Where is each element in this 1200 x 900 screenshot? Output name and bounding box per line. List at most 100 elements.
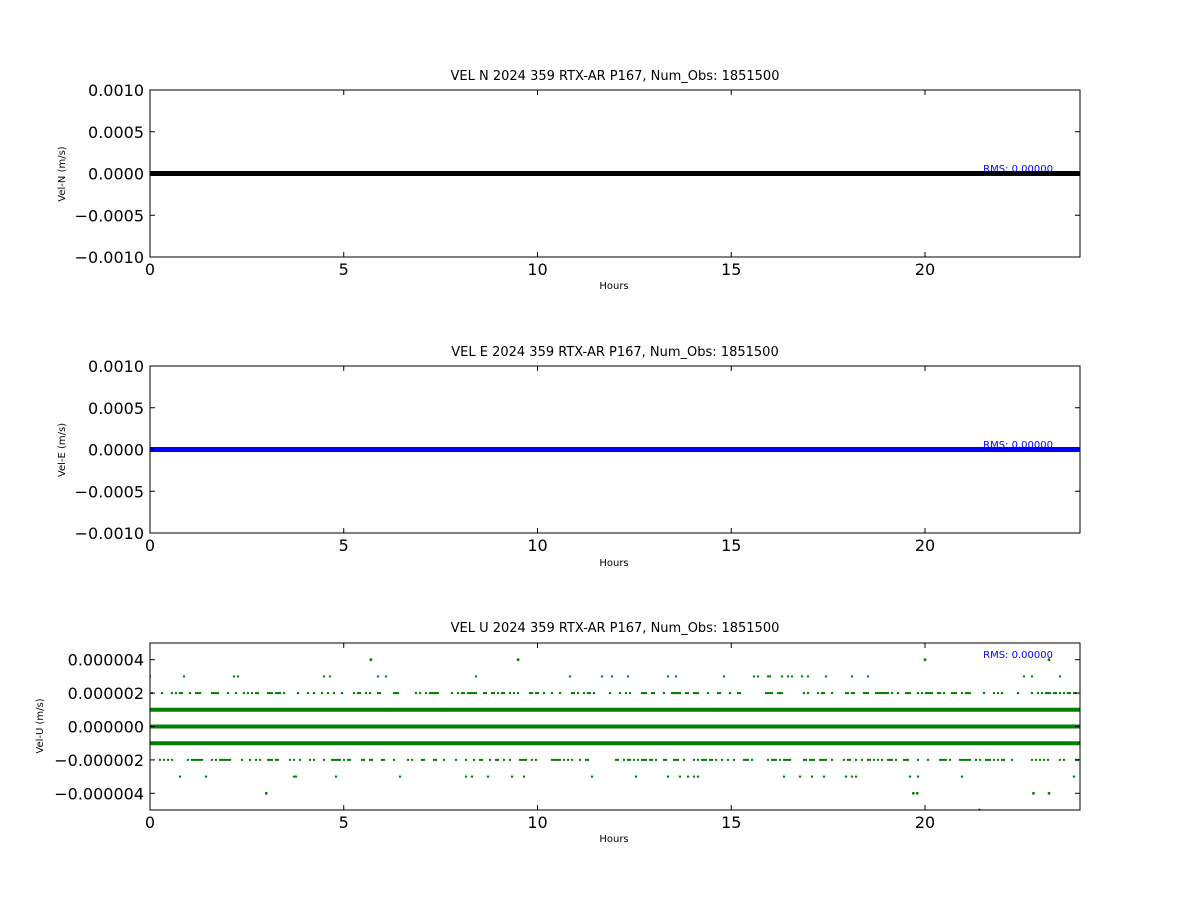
scatter-point xyxy=(214,758,218,762)
scatter-point xyxy=(520,758,524,762)
scatter-point xyxy=(1058,675,1062,678)
scatter-point xyxy=(824,675,828,678)
scatter-point xyxy=(786,758,790,762)
axis-ticks: 0 5 10 15 20 −0.0010 −0.0005 0.0000 0.0005 0.0010 xyxy=(75,81,1080,279)
scatter-point xyxy=(550,691,554,695)
scatter-point xyxy=(916,775,920,778)
scatter-point xyxy=(682,758,686,762)
scatter-point xyxy=(466,691,470,695)
scatter-point xyxy=(306,691,310,695)
panel-title: VEL U 2024 359 RTX-AR P167, Num_Obs: 185… xyxy=(451,621,780,636)
y-tick-label: 0.0010 xyxy=(88,81,144,100)
scatter-point xyxy=(162,758,166,762)
scatter-point xyxy=(890,758,894,762)
scatter-point xyxy=(382,758,386,762)
scatter-point xyxy=(824,758,828,762)
scatter-point xyxy=(666,675,670,678)
scatter-point xyxy=(166,758,170,762)
y-axis-label: Vel-U (m/s) xyxy=(35,698,46,753)
x-tick-label: 20 xyxy=(915,813,935,832)
scatter-point xyxy=(704,758,708,762)
scatter-point xyxy=(432,758,436,762)
scatter-point xyxy=(464,758,468,762)
scatter-point xyxy=(820,691,824,695)
scatter-point xyxy=(670,691,674,695)
scatter-point xyxy=(984,758,988,762)
scatter-point xyxy=(346,758,350,762)
axis-ticks: 0 5 10 15 20 −0.000004 −0.000002 0.000000 0.0000… xyxy=(54,643,1080,832)
scatter-band-points xyxy=(158,758,1080,762)
scatter-point xyxy=(464,775,468,778)
scatter-point xyxy=(622,758,626,762)
scatter-point xyxy=(518,758,522,762)
scatter-point xyxy=(662,758,666,762)
scatter-point xyxy=(516,658,520,662)
scatter-point xyxy=(780,691,784,695)
scatter-point xyxy=(966,758,970,762)
scatter-point xyxy=(866,675,870,678)
scatter-point xyxy=(782,775,786,778)
scatter-point xyxy=(572,691,576,695)
scatter-point xyxy=(816,691,820,695)
scatter-point xyxy=(710,758,714,762)
y-tick-label: 0.000002 xyxy=(68,684,144,703)
scatter-point xyxy=(210,758,214,762)
scatter-point xyxy=(644,691,648,695)
scatter-point xyxy=(292,758,296,762)
scatter-point xyxy=(864,691,868,695)
scatter-point xyxy=(1072,691,1076,695)
scatter-point xyxy=(558,758,562,762)
scatter-point xyxy=(830,758,834,762)
scatter-point xyxy=(766,691,770,695)
scatter-point xyxy=(936,691,940,695)
scatter-point xyxy=(880,691,884,695)
scatter-point xyxy=(338,758,342,762)
scatter-point xyxy=(462,691,466,695)
scatter-point xyxy=(496,691,500,695)
scatter-point xyxy=(418,691,422,695)
scatter-point xyxy=(414,691,418,695)
scatter-point xyxy=(742,758,746,762)
scatter-point xyxy=(410,758,414,762)
scatter-point xyxy=(528,691,532,695)
scatter-point xyxy=(962,758,966,762)
scatter-point xyxy=(968,691,972,695)
scatter-point xyxy=(480,758,484,762)
scatter-point xyxy=(196,758,200,762)
scatter-point xyxy=(674,758,678,762)
scatter-point xyxy=(716,691,720,695)
scatter-point xyxy=(960,691,964,695)
scatter-point xyxy=(822,775,826,778)
scatter-point xyxy=(996,758,1000,762)
scatter-point xyxy=(1042,758,1046,762)
scatter-point xyxy=(1047,791,1051,795)
scatter-point xyxy=(666,775,670,778)
scatter-point xyxy=(298,758,302,762)
scatter-point xyxy=(732,758,736,762)
scatter-point xyxy=(182,675,186,678)
y-tick-label: −0.0005 xyxy=(75,482,144,501)
scatter-point xyxy=(626,758,630,762)
scatter-point xyxy=(470,691,474,695)
scatter-point xyxy=(986,758,990,762)
scatter-band-points xyxy=(178,775,1076,778)
scatter-point xyxy=(312,758,316,762)
scatter-point xyxy=(916,691,920,695)
scatter-point xyxy=(686,691,690,695)
scatter-point xyxy=(911,791,915,795)
scatter-point xyxy=(340,691,344,695)
rms-annotation: RMS: 0.00000 xyxy=(983,650,1053,661)
x-tick-label: 15 xyxy=(721,260,741,279)
scatter-point xyxy=(992,758,996,762)
scatter-point xyxy=(950,691,954,695)
scatter-point xyxy=(798,775,802,778)
scatter-point xyxy=(784,758,788,762)
scatter-point xyxy=(1000,758,1004,762)
scatter-point xyxy=(1068,691,1072,695)
scatter-point xyxy=(820,758,824,762)
scatter-point xyxy=(696,758,700,762)
scatter-point xyxy=(204,775,208,778)
scatter-point xyxy=(186,758,190,762)
scatter-point xyxy=(558,691,562,695)
scatter-point xyxy=(536,691,540,695)
